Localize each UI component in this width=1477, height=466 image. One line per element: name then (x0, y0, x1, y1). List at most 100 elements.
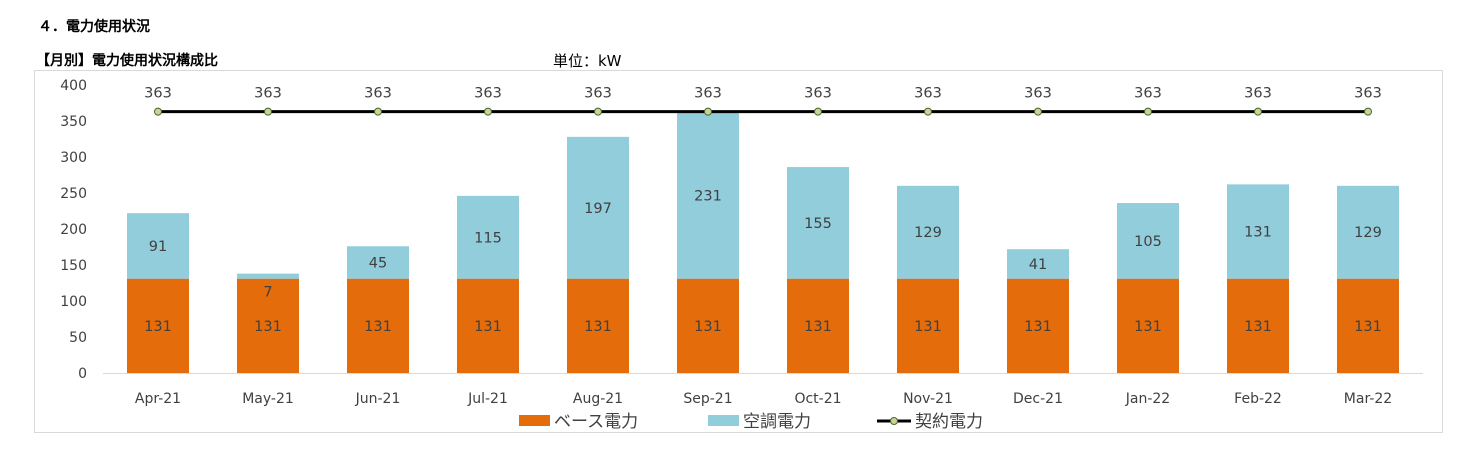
bar-segment (787, 167, 849, 279)
data-label: 41 (1029, 257, 1047, 273)
data-label: 7 (263, 285, 272, 301)
line-point (704, 107, 712, 116)
line-point (924, 107, 932, 116)
y-tick-label: 200 (60, 222, 87, 238)
legend-marker (890, 417, 898, 425)
data-label: 129 (1354, 225, 1382, 241)
data-label: 363 (694, 86, 722, 102)
legend-swatch (708, 415, 739, 426)
data-label: 131 (254, 319, 282, 335)
bar-segment (1227, 184, 1289, 279)
data-label: 131 (584, 319, 612, 335)
data-label: 131 (804, 319, 832, 335)
data-label: 45 (369, 255, 387, 271)
data-label: 363 (474, 86, 502, 102)
bar-segment (1227, 278, 1289, 373)
line-point (1034, 107, 1042, 116)
y-tick-label: 350 (60, 114, 87, 130)
line-point (374, 107, 382, 116)
data-label: 363 (914, 86, 942, 102)
x-tick-label: Oct-21 (794, 391, 841, 407)
line-point (154, 107, 162, 116)
y-tick-label: 400 (60, 78, 87, 94)
x-tick-label: Mar-22 (1344, 391, 1392, 407)
bar-segment (237, 273, 299, 279)
data-label: 131 (914, 319, 942, 335)
bar-segment (897, 185, 959, 279)
bar-segment (237, 278, 299, 373)
unit-label: 単位：kW (553, 52, 622, 70)
bar-segment (677, 278, 739, 373)
bar-segment (1117, 278, 1179, 373)
bar-segment (127, 278, 189, 373)
data-label: 363 (1134, 86, 1162, 102)
y-tick-label: 0 (78, 366, 87, 382)
line-point (814, 107, 822, 116)
chart-title: 【月別】電力使用状況構成比 (36, 53, 218, 69)
data-label: 115 (474, 230, 502, 246)
chart-frame (34, 70, 1443, 433)
data-label: 363 (804, 86, 832, 102)
legend-label: 空調電力 (743, 412, 811, 432)
data-label: 131 (694, 319, 722, 335)
data-label: 131 (1354, 319, 1382, 335)
data-label: 197 (584, 201, 612, 217)
x-tick-label: May-21 (242, 391, 294, 407)
x-tick-label: Dec-21 (1013, 391, 1063, 407)
data-label: 131 (1024, 319, 1052, 335)
x-tick-label: Apr-21 (135, 391, 181, 407)
x-tick-label: Jun-21 (355, 391, 401, 407)
bar-segment (567, 136, 629, 279)
line-point (1254, 107, 1262, 116)
data-label: 131 (1134, 319, 1162, 335)
data-label: 363 (584, 86, 612, 102)
line-point (594, 107, 602, 116)
bar-segment (457, 195, 519, 279)
data-label: 231 (694, 189, 722, 205)
section-title: ４．電力使用状況 (38, 19, 150, 35)
data-label: 131 (1244, 225, 1272, 241)
data-label: 363 (1024, 86, 1052, 102)
line-point (264, 107, 272, 116)
legend-swatch (519, 415, 550, 426)
data-label: 363 (1354, 86, 1382, 102)
data-label: 91 (149, 239, 167, 255)
bar-segment (677, 112, 739, 279)
line-point (1144, 107, 1152, 116)
x-tick-label: Aug-21 (573, 391, 623, 407)
data-label: 105 (1134, 234, 1162, 250)
data-label: 363 (144, 86, 172, 102)
y-tick-label: 300 (60, 150, 87, 166)
bar-segment (567, 278, 629, 373)
data-label: 131 (364, 319, 392, 335)
data-label: 131 (474, 319, 502, 335)
data-label: 155 (804, 216, 832, 232)
bar-segment (1337, 185, 1399, 279)
x-tick-label: Sep-21 (683, 391, 732, 407)
bar-segment (1007, 278, 1069, 373)
legend-label: ベース電力 (554, 412, 638, 432)
data-label: 131 (1244, 319, 1272, 335)
legend-label: 契約電力 (915, 412, 983, 432)
y-tick-label: 50 (69, 330, 87, 346)
bar-segment (1007, 249, 1069, 279)
bar-segment (787, 278, 849, 373)
data-label: 363 (364, 86, 392, 102)
y-tick-label: 250 (60, 186, 87, 202)
data-label: 363 (1244, 86, 1272, 102)
y-tick-label: 100 (60, 294, 87, 310)
bar-segment (347, 246, 409, 279)
x-tick-label: Feb-22 (1234, 391, 1282, 407)
bar-segment (897, 278, 959, 373)
data-label: 129 (914, 225, 942, 241)
line-point (484, 107, 492, 116)
x-tick-label: Jan-22 (1125, 391, 1170, 407)
line-point (1364, 107, 1372, 116)
data-label: 363 (254, 86, 282, 102)
bar-segment (1117, 203, 1179, 279)
x-tick-label: Jul-21 (467, 391, 508, 407)
x-tick-label: Nov-21 (903, 391, 953, 407)
bar-segment (457, 278, 519, 373)
bar-segment (347, 278, 409, 373)
